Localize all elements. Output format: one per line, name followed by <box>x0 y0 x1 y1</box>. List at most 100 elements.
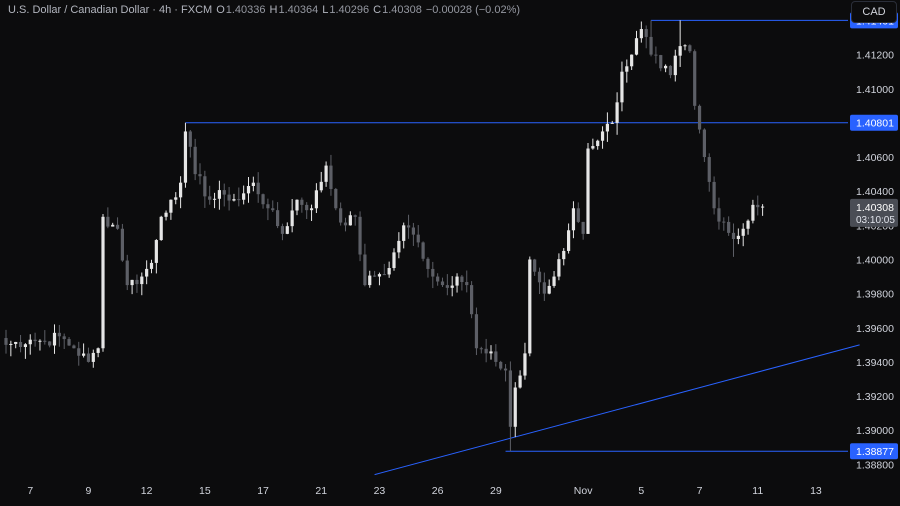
x-tick-label: 7 <box>697 485 703 497</box>
x-tick-label: Nov <box>574 485 593 497</box>
candle-body-141 <box>688 45 692 52</box>
candle-body-96 <box>470 285 474 315</box>
candle-body-54 <box>266 204 270 209</box>
candle-body-73 <box>358 216 362 255</box>
candle-body-126 <box>615 102 619 123</box>
candle-body-98 <box>479 348 483 350</box>
candle-body-93 <box>455 276 459 286</box>
candle-body-127 <box>620 71 624 103</box>
candle-body-82 <box>402 225 406 241</box>
candle-body-122 <box>596 140 600 147</box>
candle-body-15 <box>77 348 81 356</box>
y-tick-label: 1.39200 <box>856 391 894 403</box>
candle-body-27 <box>135 279 139 285</box>
x-tick-label: 12 <box>141 485 153 497</box>
candle-body-128 <box>625 66 629 72</box>
candle-body-24 <box>120 228 124 261</box>
candle-body-51 <box>251 182 255 187</box>
candle-body-26 <box>130 279 134 286</box>
candle-body-60 <box>295 199 299 211</box>
y-tick-label: 1.39400 <box>856 357 894 369</box>
candle-body-56 <box>276 210 280 227</box>
candle-body-10 <box>52 332 57 346</box>
candle-body-47 <box>232 199 236 201</box>
y-tick-label: 1.41000 <box>856 84 894 96</box>
candle-body-92 <box>450 285 454 288</box>
level-price-label-2: 1.38877 <box>856 446 894 458</box>
candle-body-155 <box>756 204 760 208</box>
candle-body-103 <box>503 368 508 371</box>
candle-body-63 <box>309 208 314 211</box>
candle-body-75 <box>368 275 372 286</box>
current-price-label: 1.40308 <box>856 202 894 214</box>
trendline <box>374 344 860 476</box>
candle-body-58 <box>285 226 289 234</box>
candle-body-0 <box>4 338 8 345</box>
y-tick-label: 1.40000 <box>856 254 894 266</box>
candle-body-21 <box>106 216 110 227</box>
candle-body-6 <box>33 339 37 342</box>
candle-body-119 <box>581 221 585 234</box>
candle-body-101 <box>494 351 498 362</box>
candle-body-134 <box>654 54 658 56</box>
x-tick-label: 7 <box>27 485 33 497</box>
candle-body-88 <box>431 268 435 277</box>
candle-body-20 <box>101 216 105 349</box>
ohlc-high: H1.40364 <box>269 4 319 16</box>
countdown-label: 03:10:05 <box>856 215 895 226</box>
candle-body-29 <box>145 268 149 277</box>
currency-button[interactable]: CAD <box>851 1 897 23</box>
x-tick-label: 15 <box>199 485 211 497</box>
candle-body-14 <box>72 345 76 349</box>
x-tick-label: 5 <box>638 485 644 497</box>
candle-body-148 <box>722 221 726 223</box>
candle-body-55 <box>271 208 275 211</box>
candle-body-102 <box>499 361 503 369</box>
candle-body-154 <box>751 204 755 221</box>
candle-body-111 <box>542 282 546 294</box>
candle-body-59 <box>290 210 294 227</box>
candle-body-37 <box>183 131 188 183</box>
candle-body-153 <box>746 220 750 229</box>
x-tick-label: 17 <box>257 485 269 497</box>
candle-body-151 <box>736 235 740 239</box>
candle-body-95 <box>465 282 469 286</box>
candle-body-81 <box>397 240 401 253</box>
candle-body-67 <box>329 165 333 189</box>
candle-body-147 <box>717 208 721 222</box>
candle-body-87 <box>426 258 430 269</box>
ohlc-open: O1.40336 <box>216 4 266 16</box>
ohlc-change: −0.00028 (−0.02%) <box>425 4 521 16</box>
x-tick-label: 26 <box>432 485 444 497</box>
candle-body-23 <box>115 224 120 229</box>
candle-body-5 <box>28 339 32 345</box>
candle-body-44 <box>217 190 221 199</box>
candle-body-2 <box>14 341 18 344</box>
candle-body-156 <box>761 206 765 208</box>
candle-body-138 <box>673 55 677 76</box>
candle-body-17 <box>86 353 91 362</box>
candle-body-91 <box>445 285 449 288</box>
candle-body-3 <box>18 341 23 348</box>
y-tick-label: 1.38800 <box>856 459 894 471</box>
candle-body-108 <box>528 259 532 354</box>
candle-body-34 <box>169 199 173 213</box>
candle-body-137 <box>668 65 673 76</box>
candle-body-41 <box>203 176 207 197</box>
x-tick-label: 23 <box>374 485 386 497</box>
y-tick-label: 1.40600 <box>856 152 894 164</box>
ohlc-close: C1.40308 <box>373 4 422 16</box>
candle-body-114 <box>557 259 561 277</box>
candle-body-38 <box>188 131 192 147</box>
candle-body-30 <box>149 262 154 269</box>
candle-body-28 <box>140 276 144 285</box>
candle-body-8 <box>43 340 47 342</box>
current-price-tag <box>850 198 898 227</box>
candle-body-13 <box>67 339 71 346</box>
candle-body-113 <box>552 276 556 286</box>
candle-body-125 <box>610 122 614 124</box>
candle-body-104 <box>508 370 512 427</box>
candle-body-109 <box>533 259 537 272</box>
